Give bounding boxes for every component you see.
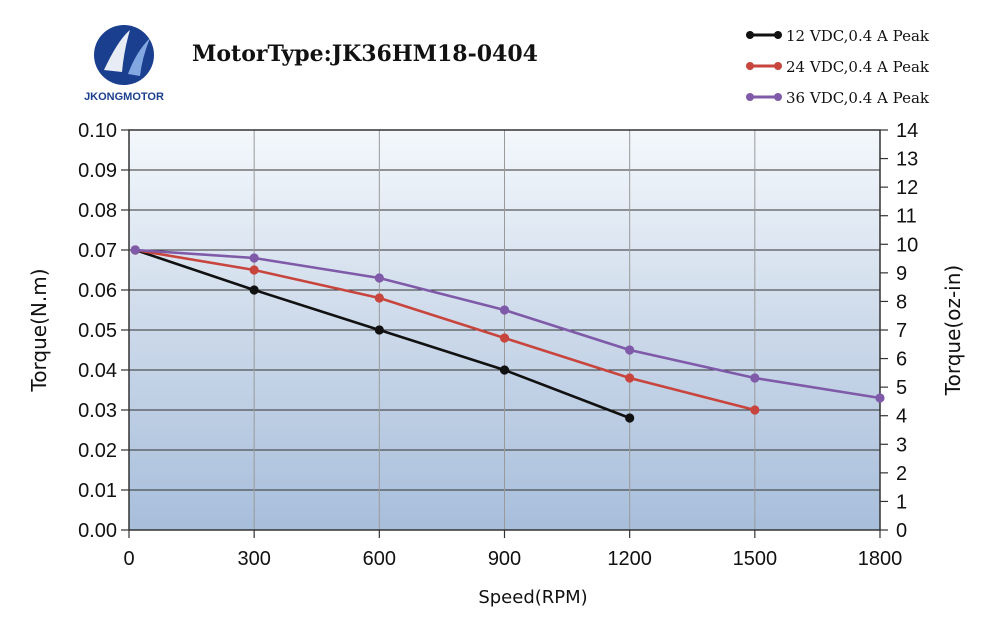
y2-tick-label: 7 [896, 320, 907, 342]
data-point [750, 405, 760, 415]
y-tick-label: 0.00 [78, 520, 117, 542]
data-point [249, 253, 259, 263]
chart-title: MotorType:JK36HM18-0404 [192, 41, 538, 67]
x-axis-ticks: 0 300 600 900 1200 1500 1800 [123, 530, 902, 570]
legend-swatch-dot [774, 93, 782, 101]
legend-swatch-dot [774, 31, 782, 39]
legend-swatch-dot [746, 93, 754, 101]
left-axis-ticks: 0.00 0.01 0.02 0.03 0.04 0.05 0.06 0.07 0.08 0.09… [78, 120, 129, 542]
data-point [374, 293, 384, 303]
y2-tick-label: 13 [896, 149, 918, 171]
data-point [249, 265, 259, 275]
y2-tick-label: 8 [896, 291, 907, 313]
logo-mark-right [128, 38, 150, 76]
data-point [750, 373, 760, 383]
x-tick-label: 300 [237, 548, 270, 570]
data-point [499, 365, 510, 375]
data-point [625, 373, 635, 383]
y-tick-label: 0.02 [78, 440, 117, 462]
x-tick-label: 1500 [733, 548, 778, 570]
data-point [625, 413, 635, 423]
data-point [499, 333, 510, 343]
data-point [249, 285, 259, 295]
legend-swatch-dot [746, 31, 754, 39]
y2-tick-label: 4 [896, 406, 907, 428]
x-axis-title: Speed(RPM) [478, 587, 587, 608]
y2-tick-label: 12 [896, 177, 918, 199]
x-tick-label: 600 [363, 548, 396, 570]
y-tick-label: 0.07 [78, 240, 117, 262]
y-tick-label: 0.08 [78, 200, 117, 222]
y-tick-label: 0.05 [78, 320, 117, 342]
y2-tick-label: 14 [896, 120, 918, 142]
data-point [499, 305, 510, 315]
y2-axis-title: Torque(oz-in) [941, 265, 965, 396]
data-point [374, 273, 384, 283]
y2-tick-label: 11 [896, 206, 917, 228]
brand-name: JKONGMOTOR [84, 91, 164, 103]
legend-label: 12 VDC,0.4 A Peak [786, 27, 930, 45]
series-3 [130, 245, 885, 403]
y-axis-title: Torque(N.m) [27, 268, 51, 392]
series-line [135, 248, 756, 412]
y2-tick-label: 0 [896, 520, 907, 542]
legend-label: 24 VDC,0.4 A Peak [786, 58, 930, 76]
x-tick-label: 1200 [607, 548, 652, 570]
x-tick-label: 1800 [858, 548, 903, 570]
data-point [875, 393, 885, 403]
y-tick-label: 0.01 [78, 480, 117, 502]
legend-item: 12 VDC,0.4 A Peak [746, 27, 930, 45]
data-point [625, 345, 635, 355]
legend-label: 36 VDC,0.4 A Peak [786, 89, 930, 107]
y2-tick-label: 9 [896, 263, 907, 285]
y2-tick-label: 5 [896, 377, 907, 399]
legend-item: 24 VDC,0.4 A Peak [746, 58, 930, 76]
y2-tick-label: 3 [896, 434, 907, 456]
data-point [130, 245, 140, 255]
x-tick-label: 0 [123, 548, 134, 570]
x-tick-label: 900 [488, 548, 521, 570]
y-tick-label: 0.09 [78, 160, 117, 182]
brand-logo: JKONGMOTOR [84, 25, 164, 103]
series-group [130, 245, 885, 423]
y2-tick-label: 2 [896, 463, 907, 485]
logo-mark-left [104, 30, 130, 72]
legend-swatch-dot [774, 62, 782, 70]
y-tick-label: 0.03 [78, 400, 117, 422]
legend-item: 36 VDC,0.4 A Peak [746, 89, 930, 107]
y-tick-label: 0.04 [78, 360, 117, 382]
legend-swatch-dot [746, 62, 754, 70]
data-point [374, 325, 384, 335]
y-tick-label: 0.10 [78, 120, 117, 142]
y2-tick-label: 6 [896, 349, 907, 371]
y2-tick-label: 10 [896, 234, 918, 256]
y-tick-label: 0.06 [78, 280, 117, 302]
y2-tick-label: 1 [896, 491, 907, 513]
legend: 12 VDC,0.4 A Peak 24 VDC,0.4 A Peak 36 VDC… [746, 27, 930, 107]
